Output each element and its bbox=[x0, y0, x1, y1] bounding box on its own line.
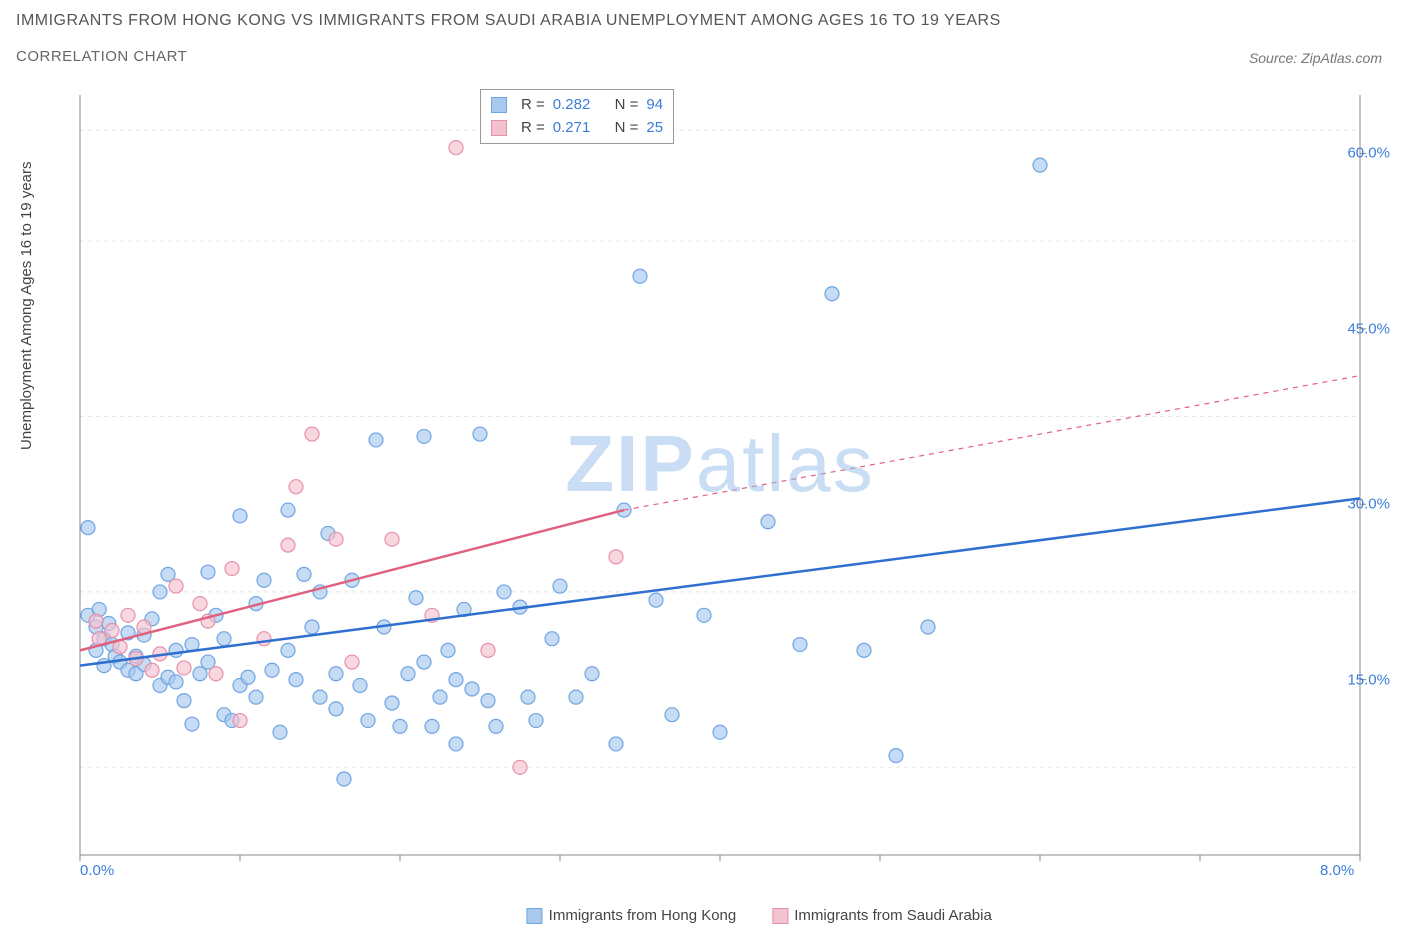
source-attribution: Source: ZipAtlas.com bbox=[1249, 50, 1382, 66]
stats-legend-row: R = 0.282 N = 94 bbox=[491, 94, 663, 117]
stats-legend: R = 0.282 N = 94 R = 0.271 N = 25 bbox=[480, 89, 674, 144]
chart-title: IMMIGRANTS FROM HONG KONG VS IMMIGRANTS … bbox=[16, 12, 1001, 30]
series-legend: Immigrants from Hong Kong Immigrants from… bbox=[527, 907, 992, 924]
x-tick-label: 8.0% bbox=[1320, 862, 1354, 879]
legend-item: Immigrants from Hong Kong bbox=[527, 907, 737, 924]
y-tick-label: 45.0% bbox=[1347, 320, 1390, 337]
y-tick-label: 30.0% bbox=[1347, 496, 1390, 513]
y-tick-label: 15.0% bbox=[1347, 671, 1390, 688]
stats-legend-row: R = 0.271 N = 25 bbox=[491, 117, 663, 140]
y-tick-label: 60.0% bbox=[1347, 145, 1390, 162]
chart-area: ZIPatlas R = 0.282 N = 94 R = 0.271 N = … bbox=[60, 85, 1380, 875]
legend-item: Immigrants from Saudi Arabia bbox=[772, 907, 992, 924]
chart-subtitle: CORRELATION CHART bbox=[16, 48, 187, 65]
scatter-chart bbox=[60, 85, 1380, 875]
y-axis-label: Unemployment Among Ages 16 to 19 years bbox=[18, 161, 35, 450]
x-tick-label: 0.0% bbox=[80, 862, 114, 879]
